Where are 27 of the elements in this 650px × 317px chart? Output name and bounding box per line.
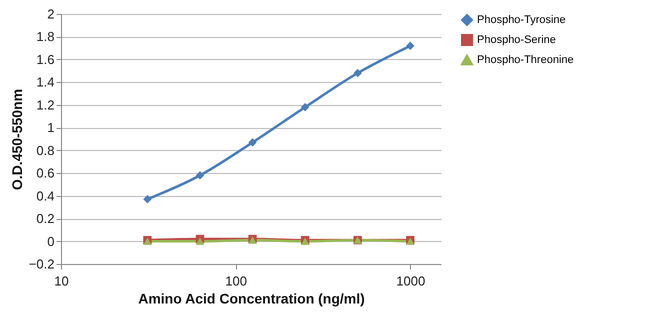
point [196,171,204,180]
point [406,42,414,50]
x-tick-label: 10 [54,274,69,288]
y-tick-label: 1 [47,120,54,136]
y-tick-label: 0.8 [36,142,54,158]
x-tick-label: 1000 [396,274,426,288]
y-tick-label: 0.2 [36,211,54,226]
y-tick-label: −0.2 [28,256,54,272]
x-axis-title: Amino Acid Concentration (ng/ml) [138,290,365,306]
y-tick-label: 2 [47,6,54,22]
point [248,138,257,147]
x-tick-label: 100 [225,274,247,288]
point [143,195,152,204]
legend-label: Phospho-Serine [477,34,556,46]
y-tick-label: 1.2 [36,97,54,112]
point [196,238,204,245]
y-tick-label: 1.4 [36,74,54,90]
legend-label: Phospho-Tyrosine [477,14,566,26]
legend-label: Phospho-Threonine [477,54,574,66]
point [354,68,362,78]
point [300,103,310,112]
y-tick-label: 0.4 [36,188,54,204]
y-axis-title: O.D.450-550nm [8,88,25,190]
y-tick-label: 0.6 [36,166,54,181]
y-tick-label: 0 [47,234,54,249]
y-tick-label: 1.8 [36,29,54,44]
y-tick-label: 1.6 [36,52,54,67]
